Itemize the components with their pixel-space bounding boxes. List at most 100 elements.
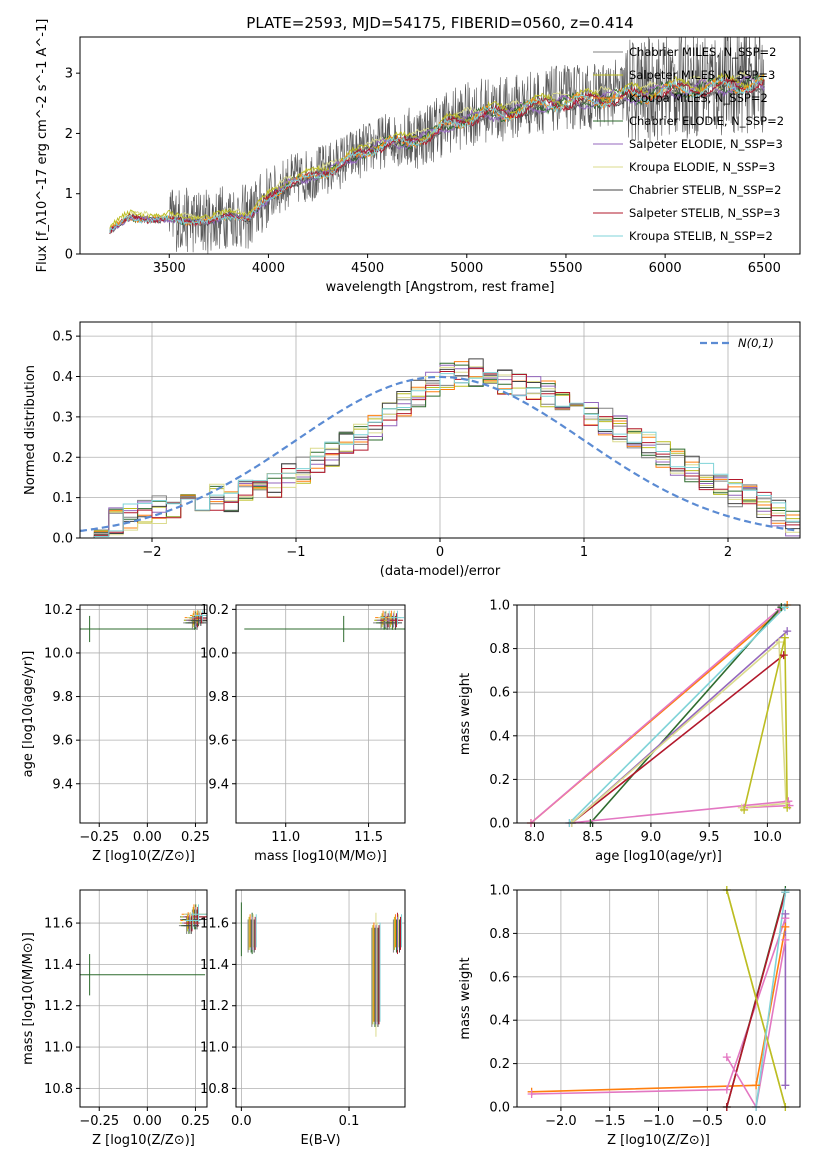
y-tick-label: 11.2 (44, 999, 73, 1014)
y-tick-label: 2 (65, 127, 73, 142)
mass-weight-point (722, 1085, 731, 1094)
x-tick-label: −2 (142, 545, 161, 560)
x-tick-label: 5000 (450, 261, 483, 276)
mass-weight-point (779, 651, 788, 660)
y-tick-label: 1 (65, 187, 73, 202)
y-tick-label: 0.2 (489, 1057, 510, 1072)
panel-spectrum: 3500 4000 4500 5000 5500 6000 6500 0 1 2 3 waveleng… (35, 19, 801, 295)
x-tick-label: 6000 (649, 261, 682, 276)
y-tick-label: 0 (65, 248, 73, 263)
y-axis-label: Normed distribution (23, 365, 38, 495)
x-tick-label: −1.5 (594, 1114, 626, 1129)
mass-weight-line (755, 892, 787, 1107)
y-tick-label: 0.1 (52, 491, 73, 506)
axes-frame (235, 889, 406, 1108)
x-tick-label: 4000 (252, 261, 285, 276)
legend-entry: N(0,1) (738, 336, 774, 350)
y-tick-label: 10.2 (44, 603, 73, 618)
y-tick-label: 0.6 (489, 970, 510, 985)
mass-weight-point (783, 627, 792, 636)
x-tick-label: 0.25 (181, 830, 210, 845)
x-tick-label: −0.25 (79, 1114, 119, 1129)
plot-area (530, 605, 791, 823)
y-tick-label: 9.6 (208, 734, 229, 749)
axes-frame (235, 604, 406, 824)
y-tick-label: 11.0 (200, 1041, 229, 1056)
plot-area (80, 358, 800, 538)
plot-area (80, 904, 207, 996)
y-tick-label: 11.6 (200, 917, 229, 932)
panel-age-vs-mass: 11.0 11.5 9.4 9.6 9.8 10.0 10.2 mass [log10(M/M… (200, 603, 406, 864)
mass-weight-point (782, 799, 791, 808)
x-tick-label: 0.1 (339, 1114, 360, 1129)
x-tick-label: 5500 (549, 261, 582, 276)
mass-weight-point (781, 922, 790, 931)
x-tick-label: 0.00 (133, 830, 162, 845)
axes-frame (79, 321, 801, 539)
y-axis-label: age [log10(age/yr)] (21, 651, 36, 778)
y-tick-label: 0.0 (52, 532, 73, 547)
y-tick-label: 11.6 (44, 917, 73, 932)
y-tick-label: 11.4 (200, 958, 229, 973)
x-tick-label: 3500 (153, 261, 186, 276)
y-tick-label: 3 (65, 67, 73, 82)
x-tick-label: 11.0 (271, 830, 300, 845)
panel-mass-vs-EBV: 0.0 0.1 10.8 11.0 11.2 11.4 11.6 E(B-V) (200, 889, 406, 1148)
x-tick-label: 8.5 (582, 830, 603, 845)
y-tick-label: 1.0 (489, 884, 510, 899)
x-tick-label: −0.5 (692, 1114, 724, 1129)
x-axis-label: mass [log10(M/M⊙)] (254, 849, 387, 864)
histogram-step (80, 372, 800, 538)
y-tick-label: 9.4 (52, 777, 73, 792)
mass-weight-point (783, 803, 792, 812)
y-tick-label: 9.8 (208, 690, 229, 705)
y-tick-label: 0.8 (489, 927, 510, 942)
mass-weight-line (726, 890, 787, 1107)
y-tick-label: 0.4 (489, 729, 510, 744)
y-tick-label: 10.2 (200, 603, 229, 618)
legend-entry: Salpeter MILES, N_SSP=3 (629, 68, 775, 82)
x-tick-label: 11.5 (354, 830, 383, 845)
normal-reference-curve (80, 375, 798, 532)
y-tick-label: 11.2 (200, 999, 229, 1014)
axes-frame (79, 36, 801, 255)
mass-weight-point (781, 1081, 790, 1090)
x-axis-label: Z [log10(Z/Z⊙)] (92, 1133, 195, 1148)
x-tick-label: 8.0 (524, 830, 545, 845)
y-tick-label: 0.4 (489, 1014, 510, 1029)
y-tick-label: 0.0 (489, 817, 510, 832)
y-tick-label: 0.0 (489, 1101, 510, 1116)
x-tick-label: 1 (580, 545, 588, 560)
axes-frame (516, 889, 801, 1108)
legend-entry: Kroupa MILES, N_SSP=2 (629, 91, 768, 105)
x-tick-label: −1.0 (643, 1114, 675, 1129)
y-tick-label: 0.2 (489, 773, 510, 788)
panel-mass-weight-vs-Z: −2.0 −1.5 −1.0 −0.5 0.0 0.0 0.2 0.4 0.6 0.8 1.0 Z [… (458, 884, 801, 1148)
x-tick-label: 0.25 (181, 1114, 210, 1129)
mass-weight-point (781, 909, 790, 918)
x-axis-label: Z [log10(Z/Z⊙)] (92, 849, 195, 864)
plot-area (244, 610, 405, 643)
x-tick-label: 0 (436, 545, 444, 560)
mass-weight-line (568, 606, 786, 823)
x-axis-label: (data-model)/error (380, 564, 501, 579)
axes-frame (516, 604, 801, 824)
x-tick-label: 4500 (351, 261, 384, 276)
legend-entry: Chabrier ELODIE, N_SSP=2 (629, 114, 784, 128)
x-tick-label: 9.5 (699, 830, 720, 845)
y-tick-label: 1.0 (489, 599, 510, 614)
mass-weight-point (780, 633, 789, 642)
x-axis-label: E(B-V) (300, 1133, 340, 1148)
panel-age-vs-Z: −0.25 0.00 0.25 9.4 9.6 9.8 10.0 10.2 Z [log10(Z… (21, 603, 210, 864)
y-tick-label: 11.0 (44, 1041, 73, 1056)
panel-mass-vs-Z: −0.25 0.00 0.25 10.8 11.0 11.2 11.4 11.6 Z [log1… (21, 889, 210, 1148)
panel-mass-weight-vs-age: 8.0 8.5 9.0 9.5 10.0 0.0 0.2 0.4 0.6 0.8 1.0 age [l… (458, 599, 801, 864)
y-tick-label: 0.2 (52, 451, 73, 466)
y-axis-label: Flux [f_λ10^-17 erg cm^-2 s^-1 A^-1] (35, 19, 50, 273)
x-tick-label: −1 (286, 545, 305, 560)
y-tick-label: 10.8 (44, 1082, 73, 1097)
legend-entry: Salpeter STELIB, N_SSP=3 (629, 206, 780, 220)
y-tick-label: 10.8 (200, 1082, 229, 1097)
legend-entry: Chabrier STELIB, N_SSP=2 (629, 183, 781, 197)
